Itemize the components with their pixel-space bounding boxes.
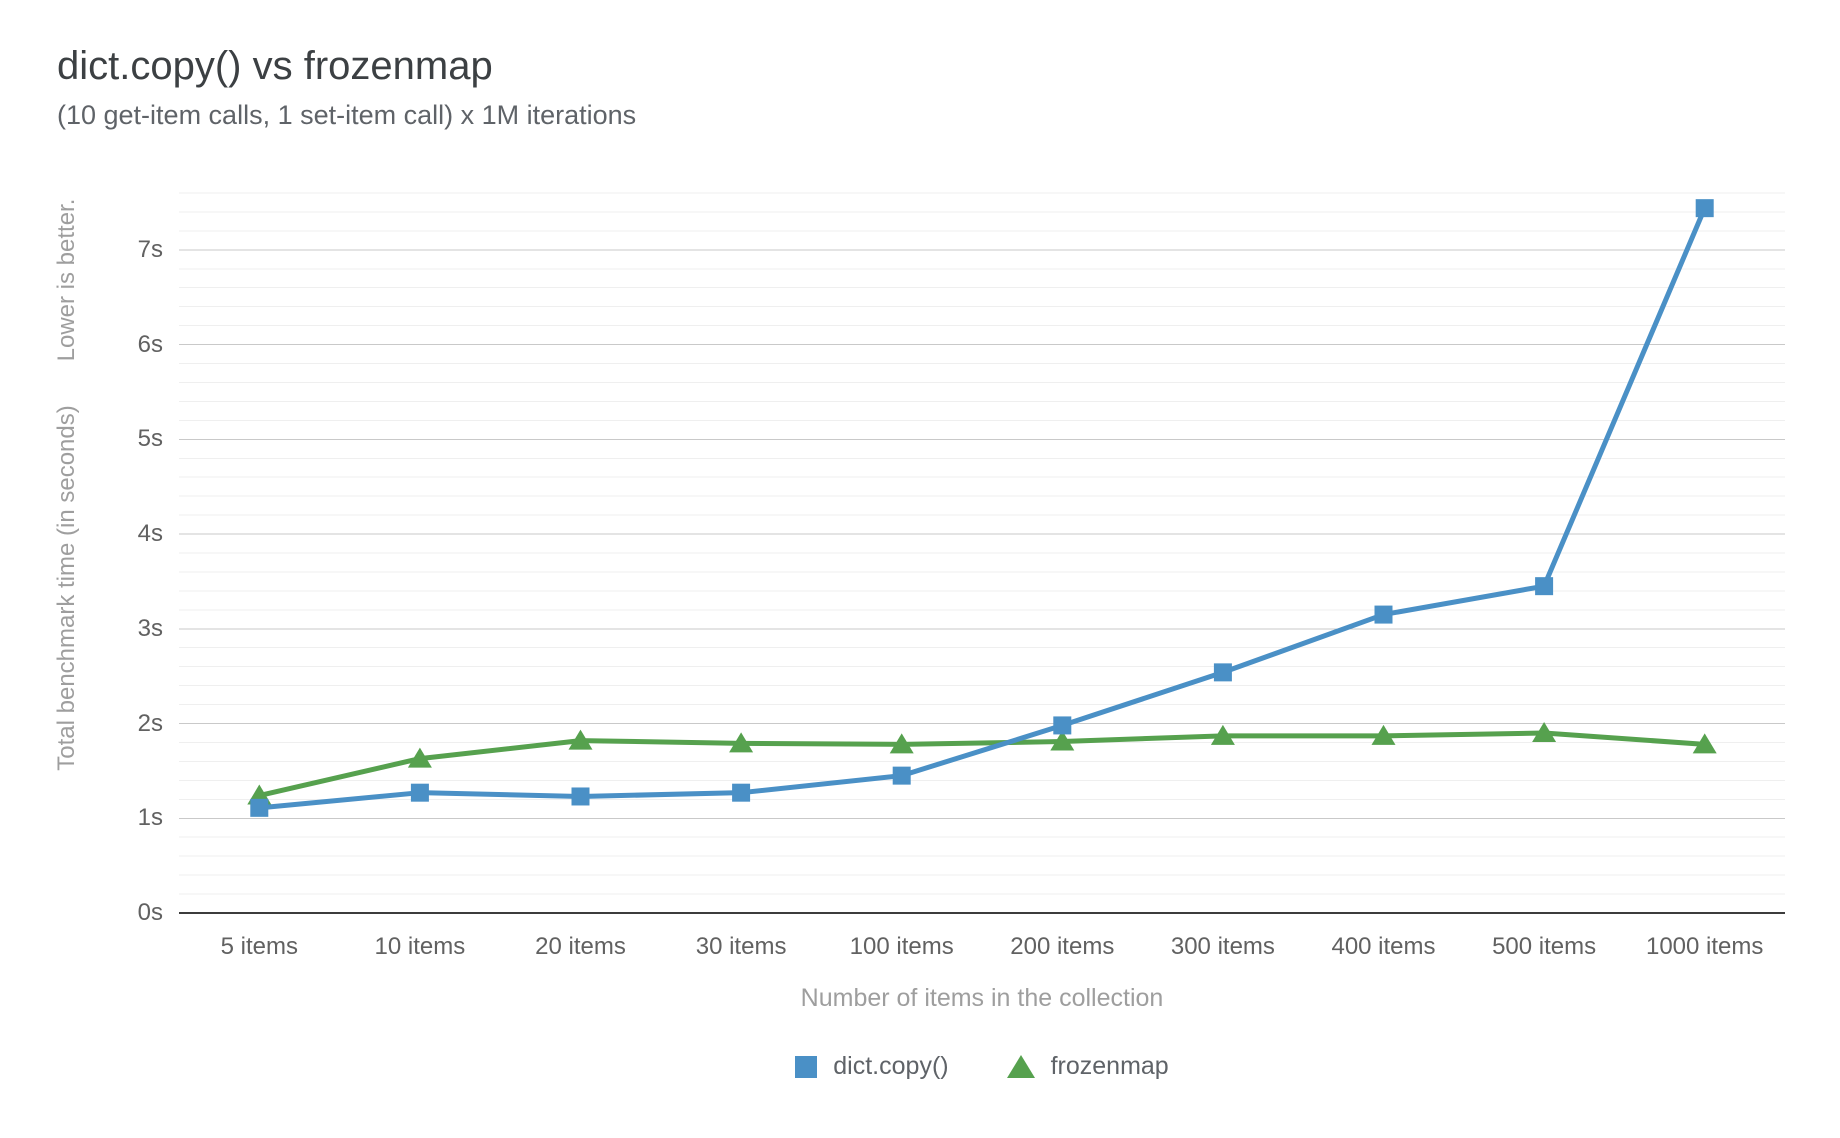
x-tick-label: 300 items <box>1170 933 1275 960</box>
x-tick-label: 200 items <box>1010 933 1115 960</box>
data-point-frozenmap-500-items[interactable] <box>1532 722 1557 742</box>
x-tick-label: 20 items <box>535 933 626 960</box>
data-point-dict-copy-10-items[interactable] <box>410 783 429 802</box>
series-line-frozenmap <box>258 730 1705 798</box>
legend-item-dict-copy[interactable]: dict.copy() <box>795 1052 949 1081</box>
data-point-frozenmap-200-items[interactable] <box>1050 730 1075 751</box>
data-point-dict-copy-400-items[interactable] <box>1374 605 1393 624</box>
y-tick-label: 1s <box>137 804 163 832</box>
x-axis-title: Number of items in the collection <box>800 984 1164 1012</box>
x-tick-label: 100 items <box>849 933 954 960</box>
chart-subtitle: (10 get-item calls, 1 set-item call) x 1… <box>57 100 637 130</box>
chart-title: dict.copy() vs frozenmap <box>57 44 493 88</box>
data-point-dict-copy-500-items[interactable] <box>1535 577 1554 596</box>
x-tick-label: 500 items <box>1492 933 1597 960</box>
data-point-dict-copy-5-items[interactable] <box>250 798 269 817</box>
data-point-frozenmap-300-items[interactable] <box>1210 724 1235 745</box>
legend-square-icon <box>795 1055 818 1078</box>
y-tick-label: 5s <box>137 425 163 453</box>
data-point-frozenmap-20-items[interactable] <box>568 729 593 750</box>
x-tick-label: 1000 items <box>1645 933 1764 960</box>
legend: dict.copy() frozenmap <box>179 1052 1785 1081</box>
data-point-frozenmap-100-items[interactable] <box>889 733 914 754</box>
x-tick-label: 30 items <box>695 933 787 960</box>
data-point-dict-copy-100-items[interactable] <box>892 766 911 785</box>
data-point-dict-copy-300-items[interactable] <box>1213 663 1232 682</box>
data-point-frozenmap-10-items[interactable] <box>407 747 432 768</box>
x-tick-label: 10 items <box>374 933 466 960</box>
data-point-frozenmap-400-items[interactable] <box>1371 724 1396 745</box>
y-tick-label: 6s <box>137 330 163 358</box>
data-point-dict-copy-20-items[interactable] <box>571 787 590 806</box>
legend-label: dict.copy() <box>833 1052 949 1080</box>
series-line-dict-copy <box>259 207 1708 811</box>
legend-triangle-icon <box>1006 1055 1035 1078</box>
y-tick-label: 2s <box>137 709 163 737</box>
y-tick-label: 4s <box>137 520 163 548</box>
y-tick-label: 7s <box>137 235 163 263</box>
data-point-frozenmap-30-items[interactable] <box>729 732 754 753</box>
legend-item-frozenmap[interactable]: frozenmap <box>1006 1052 1169 1081</box>
y-tick-label: 3s <box>137 614 163 642</box>
data-point-frozenmap-1000-items[interactable] <box>1692 733 1717 754</box>
legend-label: frozenmap <box>1050 1052 1169 1080</box>
y-tick-label: 0s <box>137 899 163 926</box>
x-tick-label: 5 items <box>220 933 298 960</box>
data-point-dict-copy-30-items[interactable] <box>732 783 751 802</box>
data-point-dict-copy-1000-items[interactable] <box>1695 199 1714 218</box>
data-point-dict-copy-200-items[interactable] <box>1053 716 1072 735</box>
x-tick-label: 400 items <box>1331 933 1436 960</box>
